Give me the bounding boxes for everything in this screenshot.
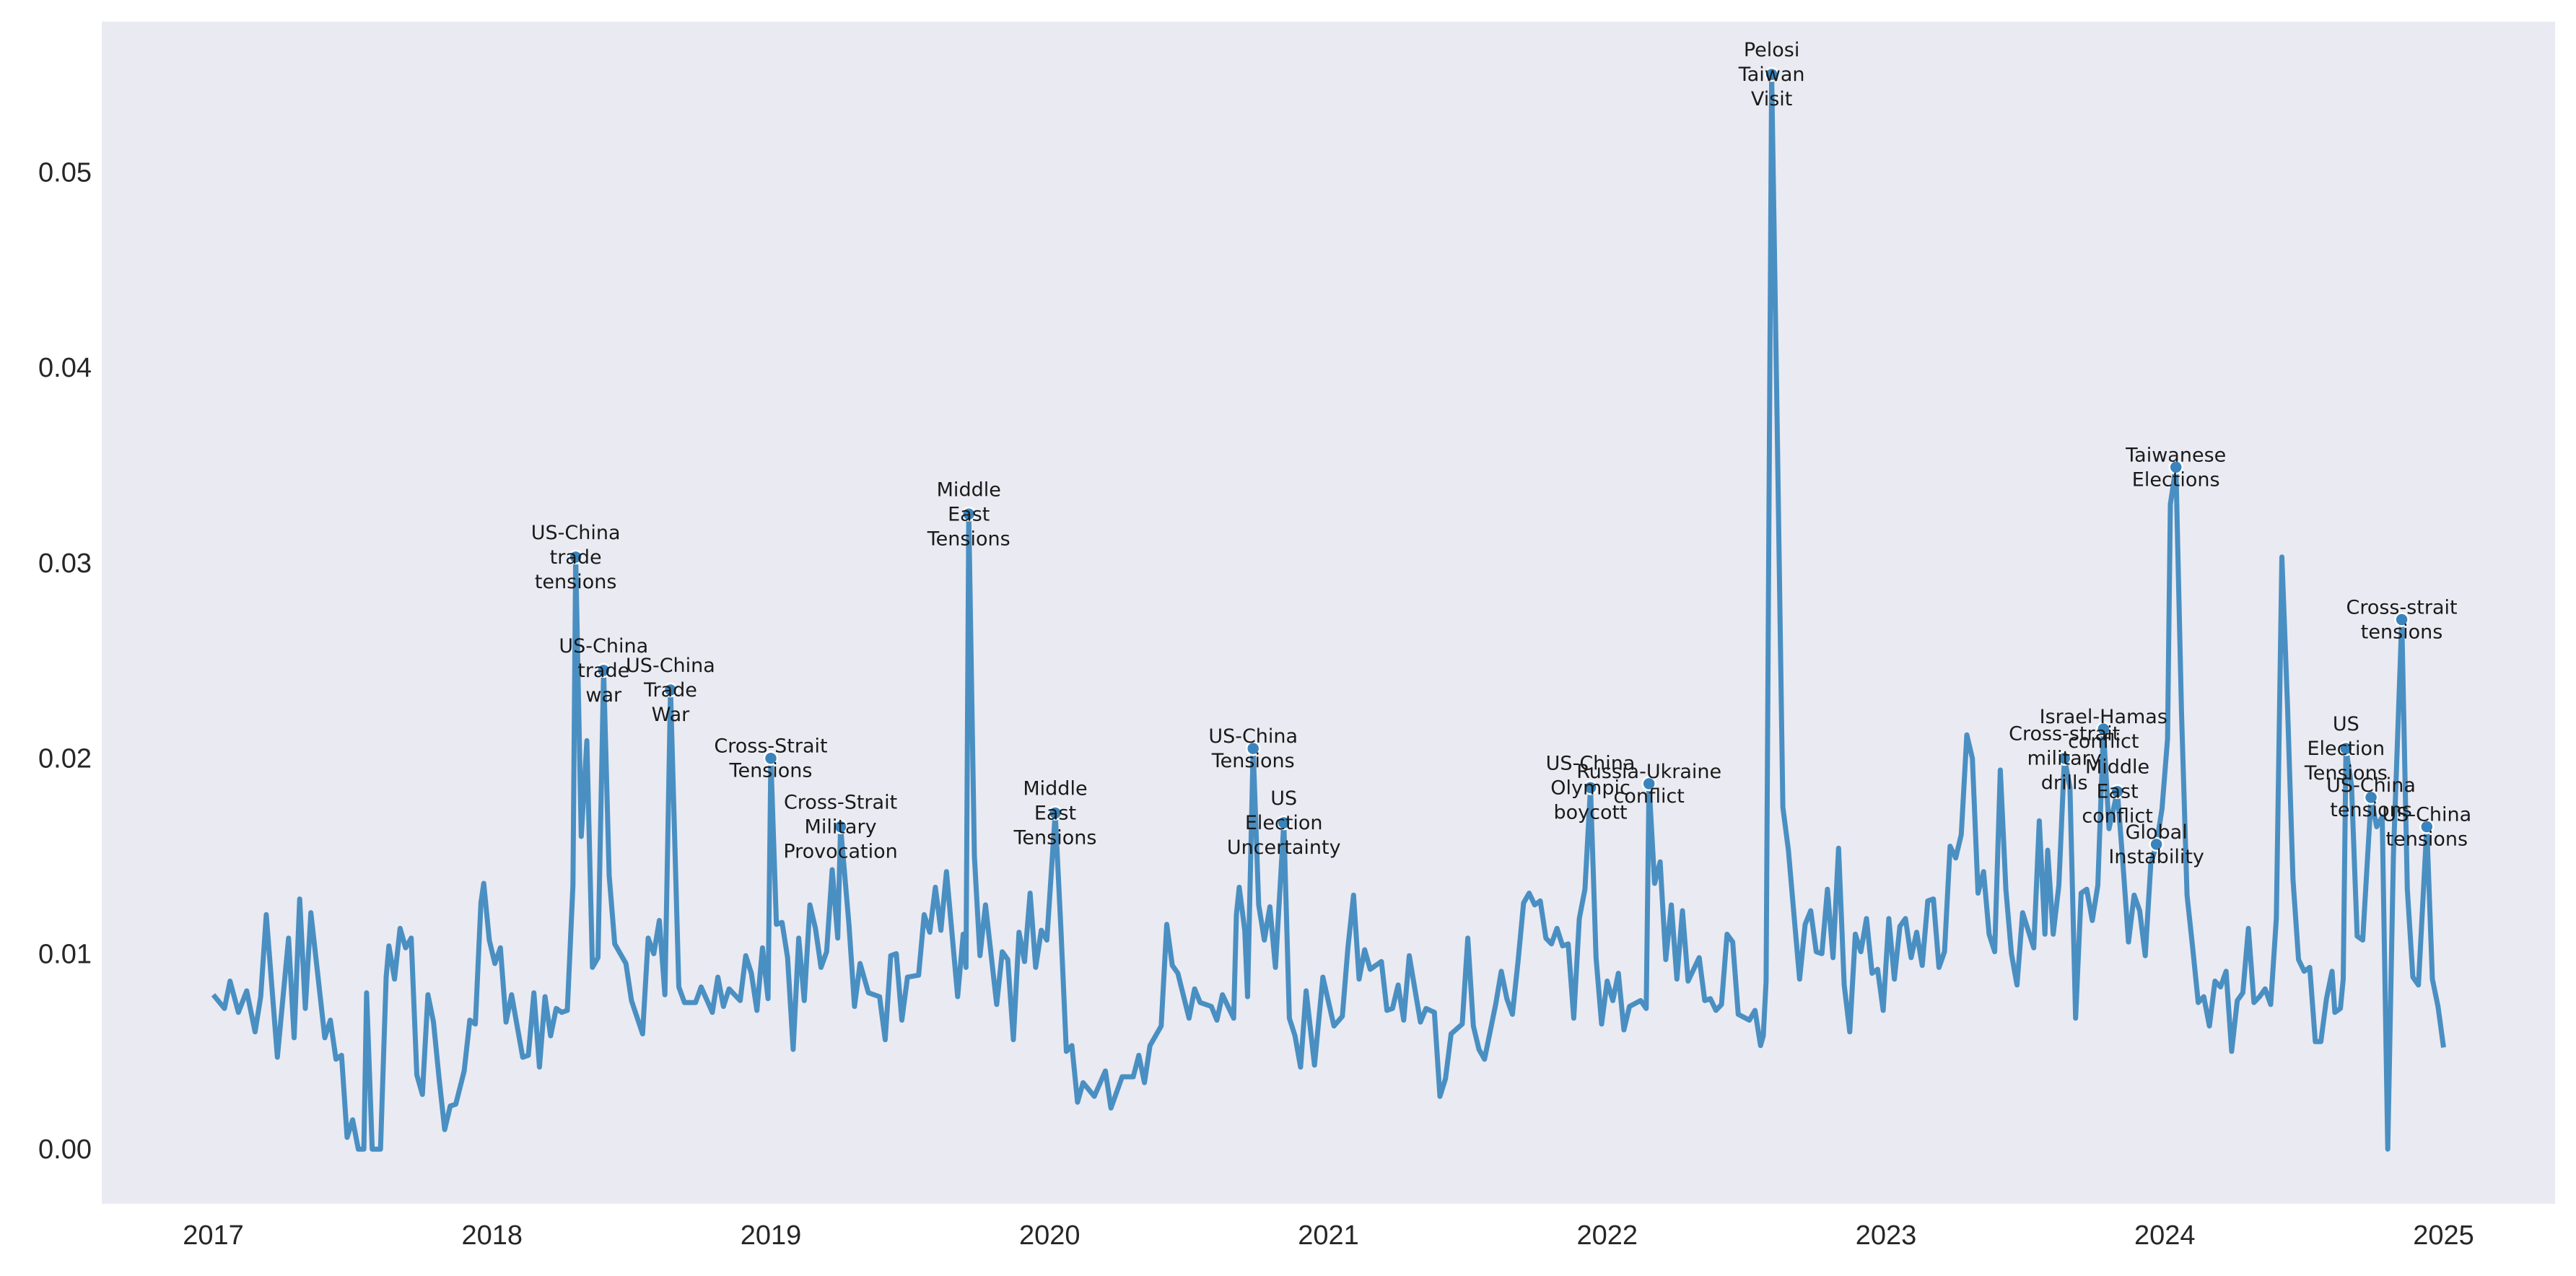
annotation-label: trade	[577, 660, 629, 682]
markers	[568, 66, 2435, 852]
x-tick-label: 2023	[1856, 1220, 1917, 1251]
annotation-label: Elections	[2132, 468, 2220, 491]
annotation-label: Trade	[643, 679, 697, 702]
annotation-label: US-China	[2326, 774, 2416, 797]
annotation-marker	[1764, 66, 1779, 82]
annotation-marker	[2168, 460, 2183, 475]
y-tick-label: 0.03	[38, 549, 92, 579]
annotation-marker	[1245, 740, 1261, 756]
annotation-marker	[961, 507, 977, 522]
annotation-label: US-China	[2382, 803, 2471, 826]
y-tick-label: 0.04	[38, 353, 92, 383]
annotation-marker	[2394, 612, 2409, 627]
annotation-label: trade	[550, 546, 602, 569]
annotation-label: war	[585, 684, 622, 707]
annotation-marker	[1276, 815, 1291, 831]
annotation-label: War	[652, 704, 691, 726]
annotation-label: military	[2027, 748, 2102, 770]
annotation-label: Provocation	[783, 840, 897, 862]
annotation-label: Cross-strait	[2346, 596, 2457, 619]
annotation-label: Middle	[937, 478, 1001, 501]
annotation-label: Uncertainty	[1227, 836, 1341, 859]
annotation-label: Instability	[2108, 846, 2204, 868]
annotation-label: Cross-Strait	[784, 791, 897, 813]
annotation-marker	[568, 549, 583, 565]
annotation-label: Global	[2126, 821, 2188, 844]
annotation-label: Visit	[1751, 88, 1793, 110]
annotation-label: Middle	[2085, 756, 2149, 779]
annotation-label: Election	[1245, 812, 1323, 834]
annotation-label: East	[1034, 803, 1076, 825]
annotation-label: Tensions	[1013, 827, 1097, 849]
annotation-label: Tensions	[1211, 750, 1295, 772]
annotation-label: conflict	[2082, 805, 2152, 828]
annotation-label: US-China	[559, 635, 648, 657]
data-line	[211, 71, 2446, 1152]
annotation-label: Tensions	[2304, 762, 2388, 785]
annotation-label: conflict	[1613, 785, 1684, 808]
annotation-label: Tensions	[927, 528, 1010, 550]
x-tick-label: 2019	[741, 1220, 802, 1251]
annotation-marker	[1583, 780, 1598, 795]
y-tick-label: 0.02	[38, 744, 92, 774]
x-tick-label: 2020	[1019, 1220, 1080, 1251]
annotation-marker	[2149, 836, 2164, 852]
annotation-marker	[2096, 721, 2111, 737]
annotation-marker	[1047, 805, 1063, 821]
annotation-label: US	[2333, 713, 2359, 735]
annotation-label: tensions	[2330, 799, 2412, 821]
annotation-label: Taiwan	[1738, 64, 1805, 86]
annotation-label: Olympic	[1550, 777, 1630, 799]
annotation-label: tensions	[2361, 621, 2443, 643]
lines	[211, 71, 2446, 1152]
annotation-marker	[2363, 790, 2379, 805]
x-tick-label: 2017	[183, 1220, 244, 1251]
x-tick-label: 2021	[1298, 1220, 1359, 1251]
annotation-marker	[2110, 784, 2125, 799]
annotation-label: US-China	[1208, 725, 1298, 748]
annotation-label: East	[2096, 781, 2138, 803]
x-tick-label: 2024	[2134, 1220, 2196, 1251]
annotation-marker	[663, 682, 678, 698]
annotation-label: Pelosi	[1744, 39, 1800, 61]
annotation-label: Israel-Hamas	[2040, 706, 2167, 728]
annotation-label: Taiwanese	[2125, 444, 2226, 466]
annotation-marker	[2339, 740, 2354, 756]
annotation-label: drills	[2041, 772, 2088, 795]
annotation-label: tensions	[535, 571, 617, 593]
x-tick-label: 2022	[1576, 1220, 1638, 1251]
annotation-marker	[2056, 751, 2072, 766]
x-tick-label: 2025	[2413, 1220, 2474, 1251]
annotation-label: Military	[805, 816, 877, 838]
annotation-label: US-China	[626, 655, 715, 677]
annotation-marker	[763, 751, 779, 766]
annotation-label: conflict	[2068, 730, 2139, 753]
annotation-label: Cross-strait	[2009, 723, 2120, 746]
y-tick-label: 0.01	[38, 939, 92, 969]
annotation-label: Middle	[1023, 778, 1087, 800]
annotation-label: tensions	[2386, 828, 2468, 850]
y-tick-label: 0.05	[38, 157, 92, 188]
annotation-label: US	[1270, 787, 1297, 810]
annotation-marker	[2419, 819, 2435, 834]
labels: 0.00 0.01 0.02 0.03 0.04 0.05 2017 2018 2019 2020…	[38, 39, 2474, 1251]
annotation-label: boycott	[1553, 801, 1627, 823]
annotation-label: East	[948, 503, 990, 525]
annotation-label: US-China	[1546, 752, 1636, 774]
annotation-label: Russia-Ukraine	[1576, 761, 1721, 783]
annotation-label: Cross-Strait	[714, 735, 827, 758]
annotation-label: Election	[2307, 738, 2385, 760]
annotation-marker	[833, 819, 848, 834]
annotation-label: Tensions	[729, 760, 813, 782]
annotation-marker	[596, 663, 611, 678]
y-tick-label: 0.00	[38, 1135, 92, 1165]
annotation-marker	[1641, 776, 1656, 792]
annotation-label: US-China	[531, 522, 621, 544]
x-tick-label: 2018	[461, 1220, 523, 1251]
